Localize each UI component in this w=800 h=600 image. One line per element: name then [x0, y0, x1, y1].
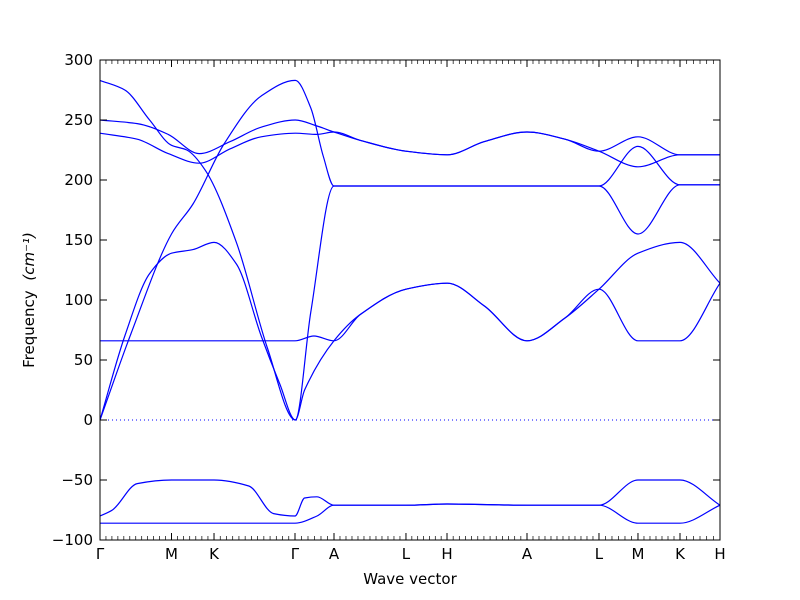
y-axis-title: Frequency (cm⁻¹)	[20, 232, 38, 368]
axis-ticks	[99, 59, 721, 541]
x-tick-label: Γ	[96, 545, 105, 563]
y-tick-label: −100	[52, 531, 93, 549]
x-tick-label: L	[402, 545, 411, 563]
y-axis-unit: (cm⁻¹)	[20, 232, 38, 281]
x-tick-label: A	[329, 545, 340, 563]
x-tick-label: H	[714, 545, 725, 563]
band-line-8	[100, 503, 721, 524]
band-line-4	[99, 79, 720, 421]
y-tick-label: 50	[74, 351, 93, 369]
y-tick-label: 150	[64, 231, 93, 249]
band-curves	[99, 79, 721, 524]
y-tick-label: 100	[64, 291, 93, 309]
band-line-5	[99, 241, 721, 421]
band-line-2	[99, 131, 720, 168]
x-tick-label: M	[165, 545, 178, 563]
y-axis-title-text: Frequency	[20, 290, 38, 368]
x-axis-title: Wave vector	[363, 570, 457, 588]
y-tick-label: 200	[64, 171, 93, 189]
x-tick-label: K	[675, 545, 686, 563]
plot-frame	[99, 59, 721, 541]
x-tick-label: A	[522, 545, 533, 563]
y-tick-label: 0	[83, 411, 93, 429]
y-tick-label: 250	[64, 111, 93, 129]
y-tick-label: −50	[61, 471, 93, 489]
y-tick-label: 300	[64, 51, 93, 69]
y-tick-labels: −100 −50 0 50 100 150 200 250 300	[52, 51, 93, 549]
x-tick-label: K	[209, 545, 220, 563]
x-tick-label: M	[631, 545, 644, 563]
band-line-1	[99, 119, 720, 156]
x-tick-label: L	[595, 545, 604, 563]
x-tick-label: H	[441, 545, 452, 563]
band-line-6	[100, 282, 721, 342]
x-tick-label: Γ	[291, 545, 300, 563]
band-line-7	[99, 479, 721, 517]
